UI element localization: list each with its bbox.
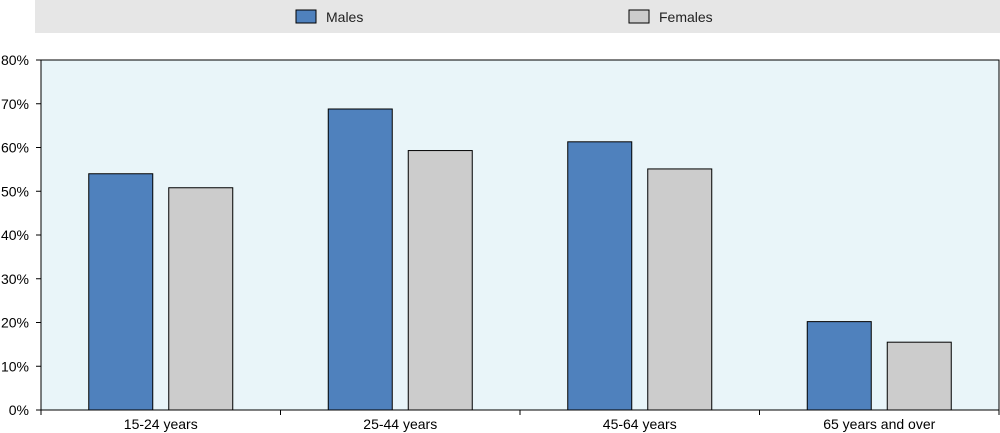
bar-males-4 — [806, 321, 872, 411]
bar-females-1 — [168, 187, 234, 411]
y-tick-label: 40% — [1, 227, 29, 243]
y-axis: 0% 10% 20% 30% 40% 50% 60% 70% 80% — [1, 52, 41, 418]
bars — [88, 108, 952, 411]
bar-females-3 — [647, 168, 713, 411]
y-tick-label: 50% — [1, 183, 29, 199]
x-tick-label: 65 years and over — [823, 416, 935, 432]
legend-swatch-males — [295, 9, 317, 24]
bar-males-3 — [567, 141, 633, 411]
bar-males-1 — [88, 173, 154, 411]
legend-label-males: Males — [326, 9, 363, 25]
y-tick-label: 20% — [1, 315, 29, 331]
bar-females-2 — [407, 150, 473, 411]
y-tick-label: 0% — [9, 402, 29, 418]
x-axis: 15-24 years 25-44 years 45-64 years 65 year… — [40, 410, 1000, 432]
bar-females-4 — [886, 341, 952, 411]
x-tick-label: 25-44 years — [363, 416, 437, 432]
legend-swatch-females — [628, 9, 650, 24]
x-tick-label: 15-24 years — [124, 416, 198, 432]
legend-band — [35, 0, 1000, 33]
legend-label-females: Females — [659, 9, 713, 25]
y-tick-label: 10% — [1, 358, 29, 374]
y-tick-label: 70% — [1, 96, 29, 112]
x-tick-label: 45-64 years — [603, 416, 677, 432]
y-tick-label: 80% — [1, 52, 29, 68]
bar-males-2 — [327, 108, 393, 411]
y-tick-label: 30% — [1, 271, 29, 287]
y-tick-label: 60% — [1, 140, 29, 156]
